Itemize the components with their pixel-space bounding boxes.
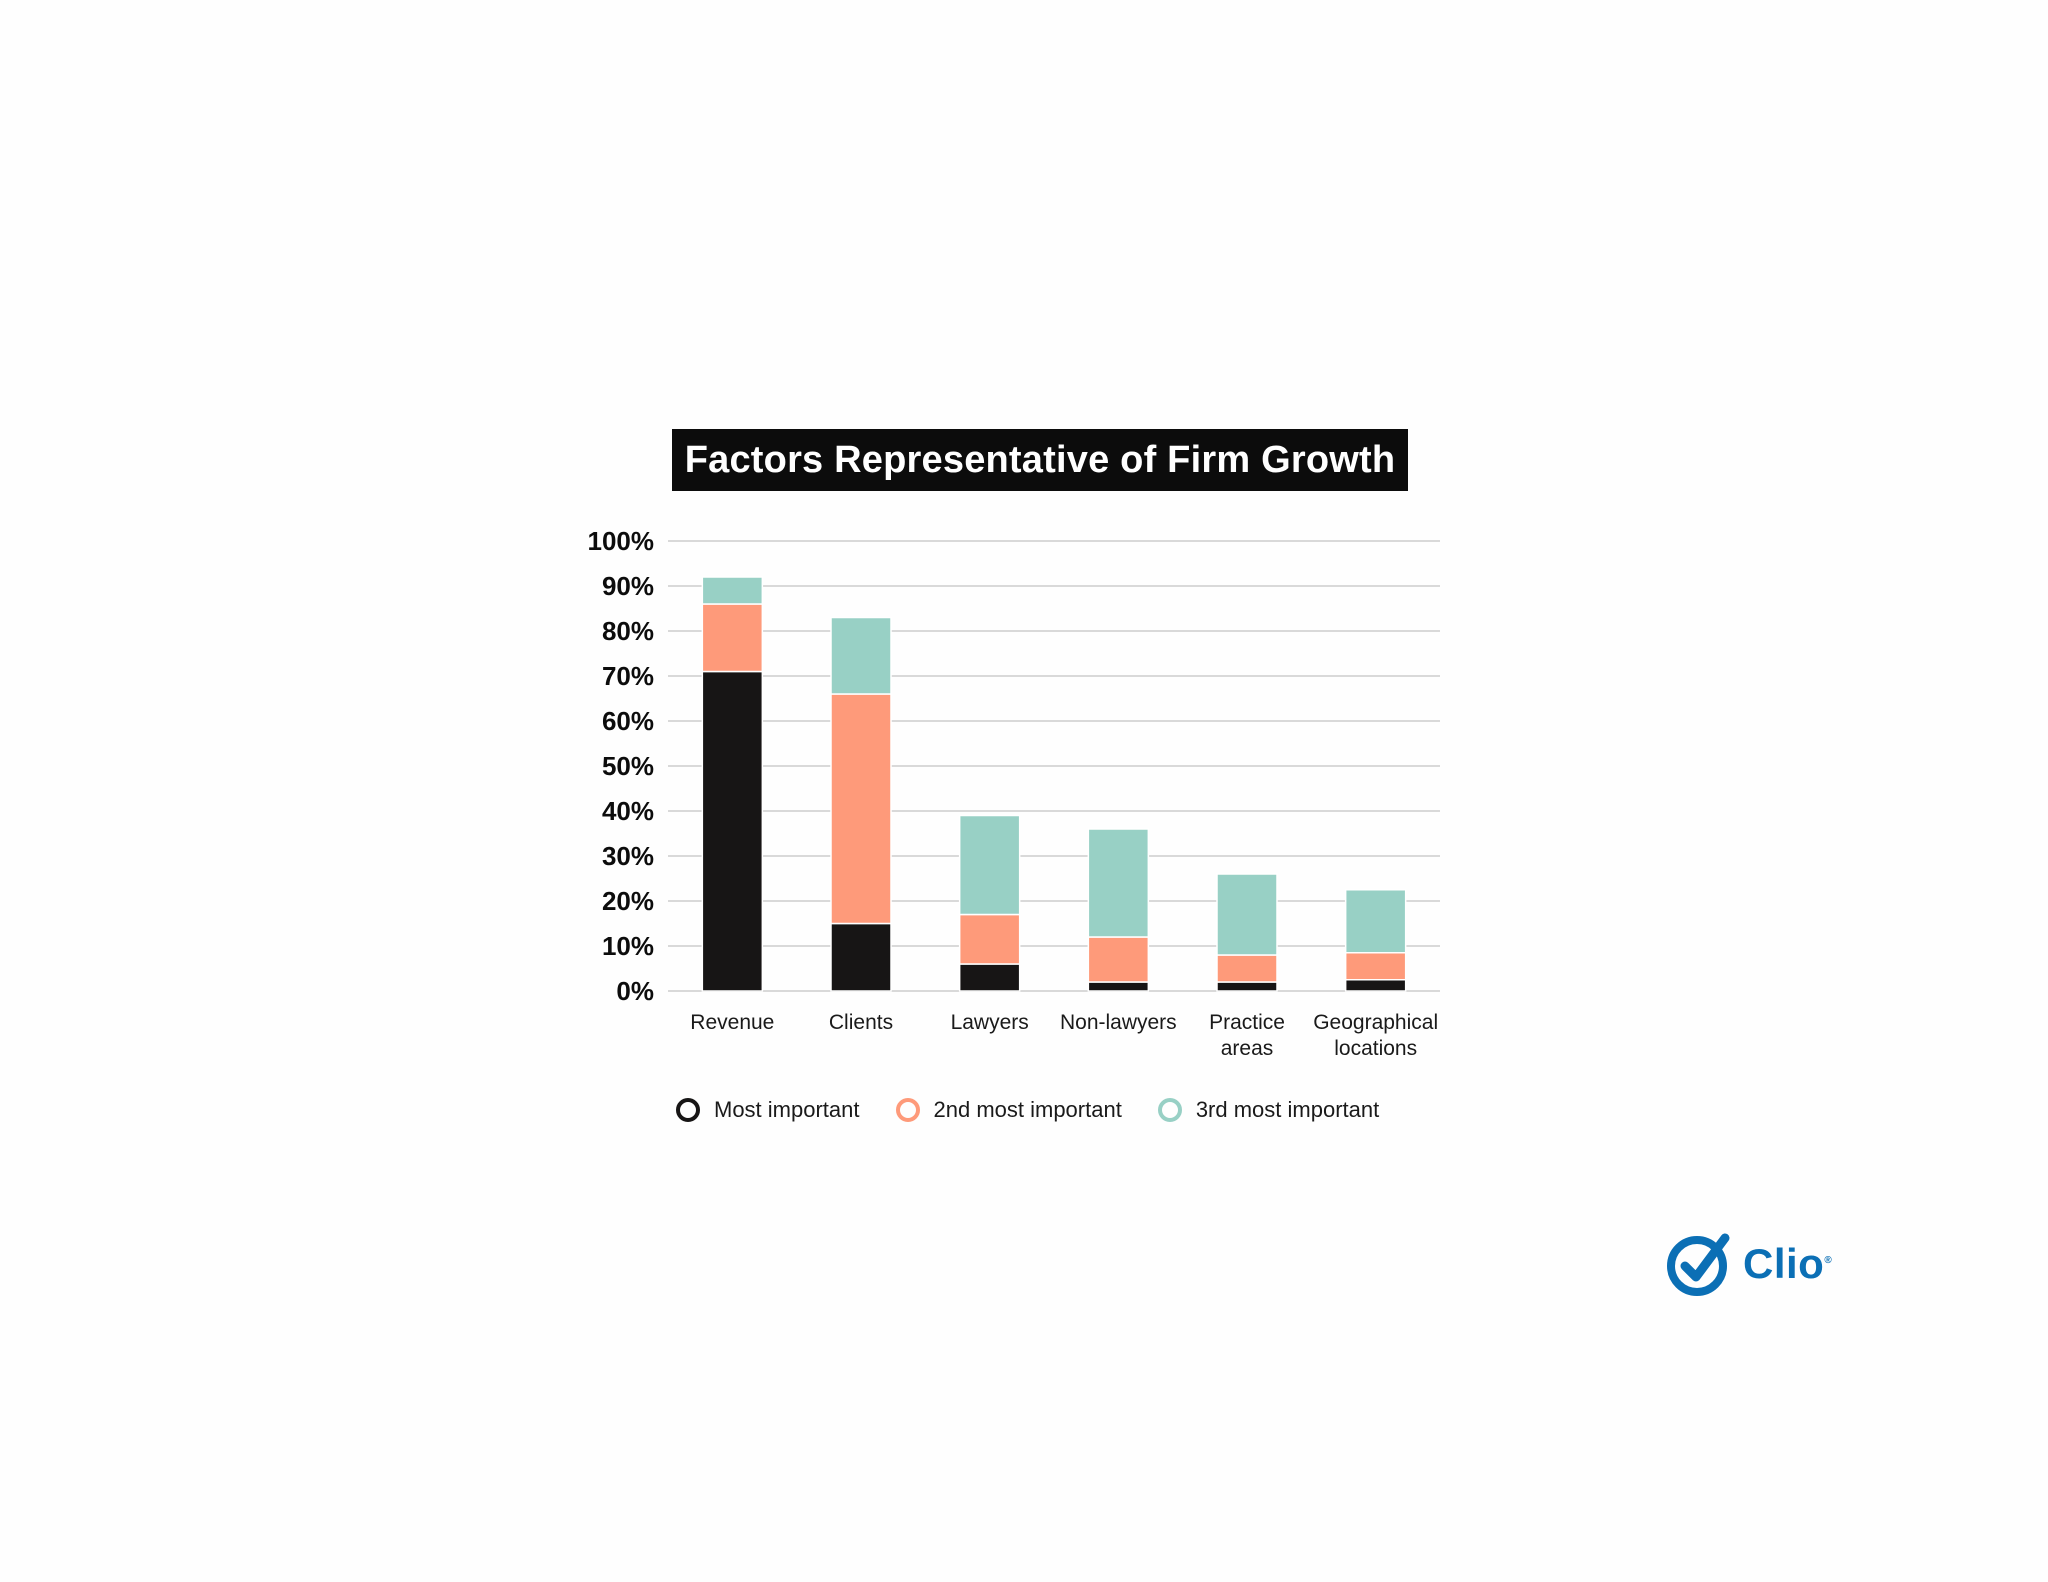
y-tick-label: 20% [602,886,654,916]
y-tick-label: 60% [602,706,654,736]
x-tick-label: Revenue [690,1011,774,1034]
legend-swatch-icon [1157,1098,1182,1122]
bar-segment [1216,954,1278,983]
bar-segment [1087,981,1150,992]
legend-item: Most important [676,1097,860,1123]
bar-segment [1087,828,1150,938]
check-circle-icon [1667,1233,1730,1296]
x-axis-ticks: Revenue Clients Lawyers Non-lawyers Practice… [690,1011,1438,1060]
bar-segment [1344,979,1407,992]
x-tick-label: Geographical [1313,1011,1438,1034]
y-tick-label: 30% [602,841,654,871]
registered-mark-icon: ® [1824,1255,1833,1266]
y-tick-label: 80% [602,616,654,646]
bar-segment [1344,952,1407,981]
y-tick-label: 0% [616,976,654,1006]
chart-title: Factors Representative of Firm Growth [672,429,1408,491]
bar-segment [701,670,764,992]
x-tick-label: locations [1334,1037,1417,1060]
logo-wordmark: Clio® [1743,1240,1832,1288]
bar-segment [1344,889,1407,954]
bar-segment [1087,936,1150,983]
y-tick-label: 40% [602,796,654,826]
y-axis-ticks: 0% 10% 20% 30% 40% 50% 60% 70% 80% 90% 100% [588,526,655,1006]
legend-label: 3rd most important [1195,1097,1380,1122]
x-tick-label: Practice [1209,1011,1285,1034]
x-tick-label: areas [1221,1037,1274,1060]
legend-label: Most important [714,1097,860,1122]
bar-segment [830,693,892,925]
y-tick-label: 70% [602,661,654,691]
x-tick-label: Non-lawyers [1060,1011,1177,1034]
bar-segment [958,963,1021,992]
y-tick-label: 10% [602,931,654,961]
legend-item: 3rd most important [1157,1097,1380,1123]
legend-swatch-icon [895,1098,920,1122]
bar-segment [958,814,1021,916]
bars [701,576,1407,992]
legend-label: 2nd most important [933,1097,1122,1122]
legend-item: 2nd most important [895,1097,1122,1123]
x-tick-label: Lawyers [951,1011,1029,1034]
y-tick-label: 90% [602,571,654,601]
gridlines [668,540,1440,992]
bar-segment [830,616,892,695]
bar-segment [830,922,892,992]
legend: Most important 2nd most important 3rd most… [676,1092,1415,1128]
logo-text: Clio [1743,1240,1825,1287]
clio-logo: Clio® [1665,1230,1832,1298]
y-tick-label: 50% [602,751,654,781]
legend-swatch-icon [676,1098,700,1122]
x-tick-label: Clients [829,1011,893,1034]
bar-segment [1216,981,1278,992]
bar-segment [958,913,1021,965]
y-tick-label: 100% [588,526,655,556]
bar-segment [1216,873,1278,956]
bar-segment [701,603,764,673]
bar-segment [701,576,764,605]
